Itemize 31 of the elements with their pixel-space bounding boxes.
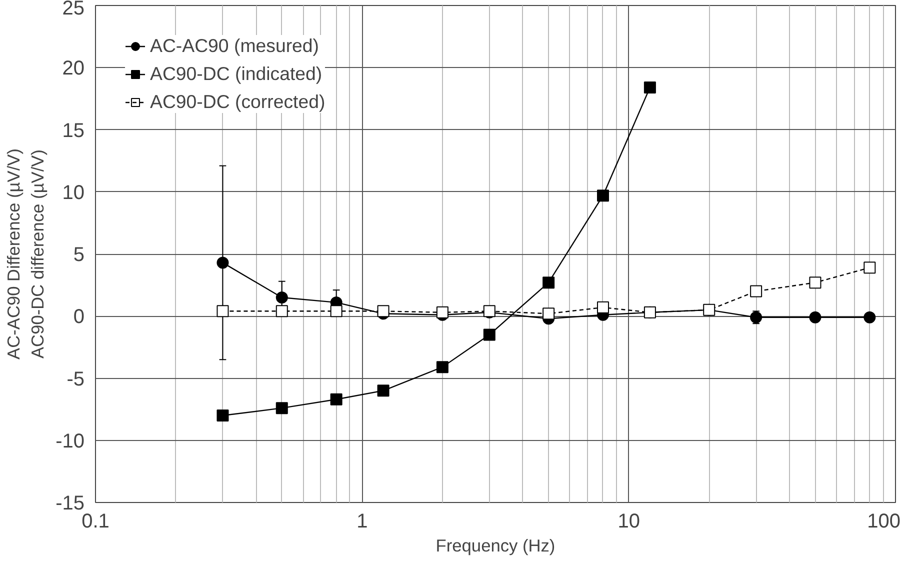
point <box>276 305 288 318</box>
legend-label: AC90-DC (indicated) <box>150 63 322 85</box>
point <box>276 292 288 304</box>
y-tick-label: 20 <box>62 58 85 80</box>
legend-label: AC-AC90 (mesured) <box>150 35 319 57</box>
legend-label: AC90-DC (corrected) <box>150 91 326 113</box>
point <box>864 311 876 324</box>
x-tick-label: 10 <box>618 510 640 532</box>
point <box>436 306 448 318</box>
y-tick-label: -5 <box>66 368 85 390</box>
point <box>542 276 555 289</box>
y-tick-label: 10 <box>62 182 85 204</box>
y-tick-label: 15 <box>62 120 85 142</box>
point <box>330 305 342 318</box>
point <box>436 361 448 374</box>
point <box>809 311 822 324</box>
y-tick-label: 0 <box>73 306 84 328</box>
point <box>276 402 288 414</box>
point <box>596 301 609 314</box>
y-axis-title: AC-AC90 Difference (µV/V) AC90-DC difference (µV/V) <box>4 148 48 360</box>
y-tick-label: -10 <box>56 430 84 452</box>
point <box>330 393 342 406</box>
x-tick-label: 0.1 <box>82 510 110 532</box>
x-tick-label: 1 <box>356 510 368 532</box>
x-tick-label: 100 <box>867 510 901 532</box>
y-tick-label: 25 <box>62 0 85 20</box>
point <box>542 308 555 320</box>
y-tick-label: 5 <box>73 244 84 266</box>
y-tick-label: -15 <box>56 492 84 514</box>
point <box>596 190 609 202</box>
x-axis-title: Frequency (Hz) <box>436 536 556 556</box>
